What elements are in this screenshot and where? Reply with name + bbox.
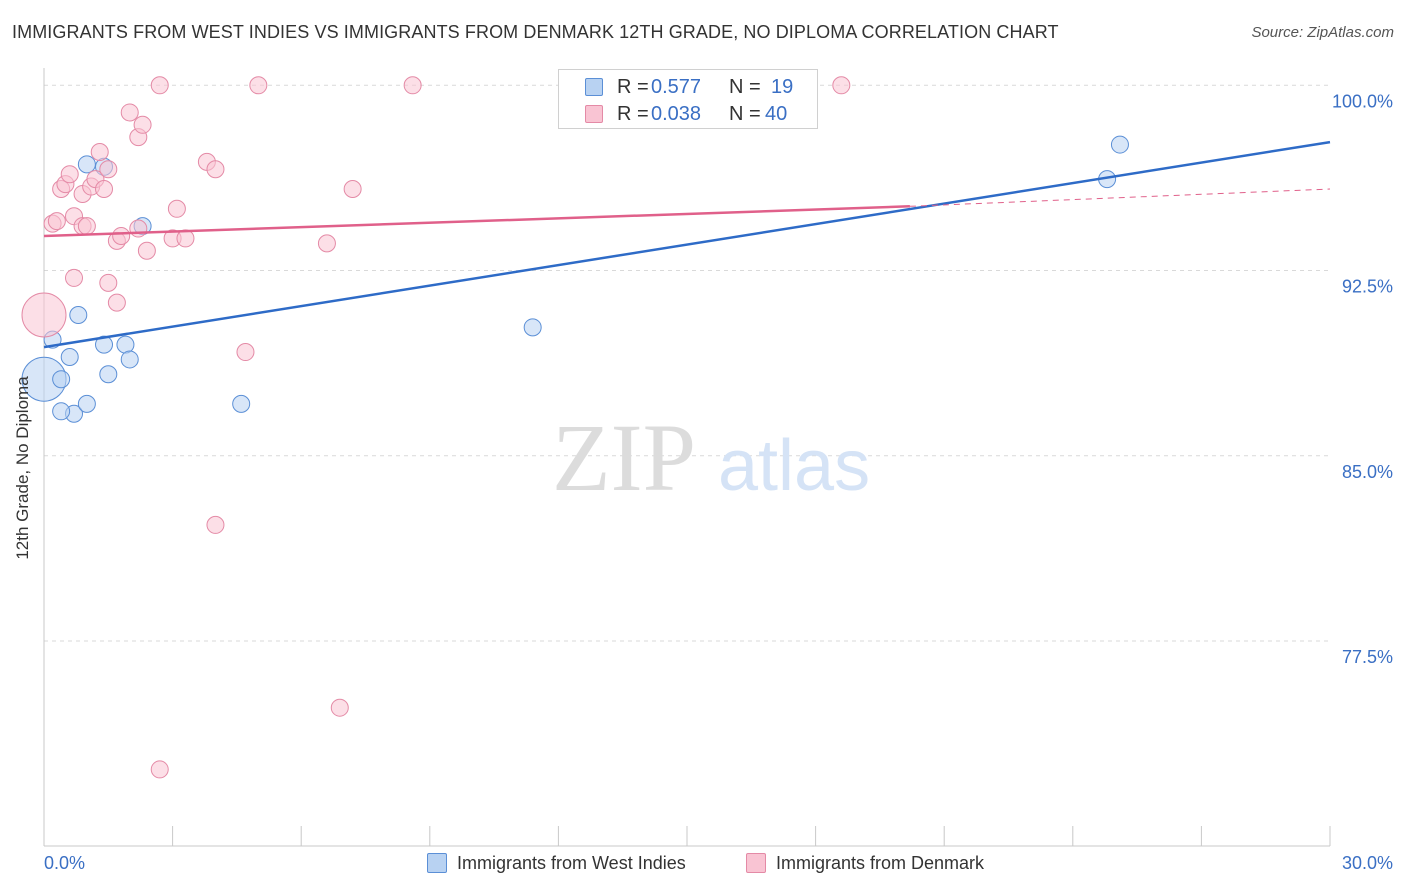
point-denmark (343, 180, 362, 199)
y-tick-label: 100.0% (1332, 91, 1393, 111)
point-denmark (112, 226, 131, 245)
point-denmark (99, 273, 118, 292)
bottom-legend-label: Immigrants from West Indies (457, 853, 686, 873)
legend-r-label: R = (617, 103, 649, 125)
legend-swatch-pink (585, 105, 603, 123)
point-denmark (129, 219, 148, 238)
point-denmark (403, 76, 422, 95)
point-west-indies (69, 305, 88, 324)
point-denmark (47, 212, 66, 231)
point-west-indies (523, 318, 542, 337)
y-tick-label: 92.5% (1342, 277, 1393, 297)
x-tick-label: 30.0% (1342, 853, 1393, 873)
point-denmark (99, 160, 118, 179)
point-denmark (120, 103, 139, 122)
source-label: Source: ZipAtlas.com (1251, 24, 1394, 41)
y-axis-label: 12th Grade, No Diploma (13, 376, 32, 560)
legend-r-label: R = (617, 76, 649, 98)
point-denmark (236, 343, 255, 362)
point-west-indies (52, 402, 71, 421)
point-denmark (90, 142, 109, 161)
point-west-indies (77, 155, 96, 174)
point-denmark (249, 76, 268, 95)
y-axis-label-wrap: 12th Grade, No Diploma (13, 376, 33, 559)
legend-n-label: N = (729, 103, 761, 125)
point-west-indies (99, 365, 118, 384)
point-denmark (107, 293, 126, 312)
point-west-indies (232, 394, 251, 413)
bottom-legend-label: Immigrants from Denmark (776, 853, 985, 873)
point-west-indies (95, 335, 114, 354)
trendline-denmark-dashed (909, 188, 1331, 207)
point-denmark (21, 292, 67, 338)
point-west-indies (60, 347, 79, 366)
point-denmark (206, 515, 225, 534)
grid-lines (44, 84, 1330, 642)
watermark-atlas: atlas (718, 426, 870, 506)
point-denmark (330, 698, 349, 717)
point-denmark (137, 241, 156, 260)
point-denmark (832, 76, 851, 95)
legend-swatch-blue (585, 78, 603, 96)
trendline-denmark (43, 205, 910, 238)
trendlines (43, 140, 1331, 349)
point-denmark (60, 165, 79, 184)
x-tick-label: 0.0% (44, 853, 85, 873)
point-west-indies (116, 335, 135, 354)
point-denmark (150, 760, 169, 779)
point-denmark (150, 76, 169, 95)
legend-n-label: N = (729, 76, 761, 98)
trendline-west-indies (43, 140, 1331, 349)
bottom-legend-swatch-pink (746, 853, 766, 873)
point-west-indies (77, 394, 96, 413)
legend-r-value: 0.577 (651, 76, 702, 98)
point-denmark (206, 160, 225, 179)
point-denmark (77, 217, 96, 236)
chart-title: IMMIGRANTS FROM WEST INDIES VS IMMIGRANT… (12, 22, 1059, 42)
legend-n-value: 19 (771, 76, 794, 98)
watermark-zip: ZIP (552, 404, 696, 511)
y-tick-label: 85.0% (1342, 462, 1393, 482)
point-west-indies (52, 370, 71, 389)
y-tick-labels: 100.0% 92.5% 85.0% 77.5% (1332, 91, 1393, 667)
stats-legend: R = 0.577 N = 19 R = 0.038 N = 40 (558, 69, 818, 129)
point-denmark (133, 115, 152, 134)
y-tick-label: 77.5% (1342, 647, 1393, 667)
point-denmark (167, 199, 186, 218)
axes (43, 68, 1331, 847)
x-tick-labels: 0.0% 30.0% (44, 853, 1393, 873)
point-west-indies (1110, 135, 1129, 154)
bottom-legend-swatch-blue (427, 853, 447, 873)
point-denmark (65, 268, 84, 287)
legend-r-value: 0.038 (651, 103, 702, 125)
point-west-indies (120, 350, 139, 369)
data-points (21, 76, 1129, 779)
point-denmark (95, 180, 114, 199)
point-denmark (317, 234, 336, 253)
legend-n-value: 40 (765, 103, 788, 125)
